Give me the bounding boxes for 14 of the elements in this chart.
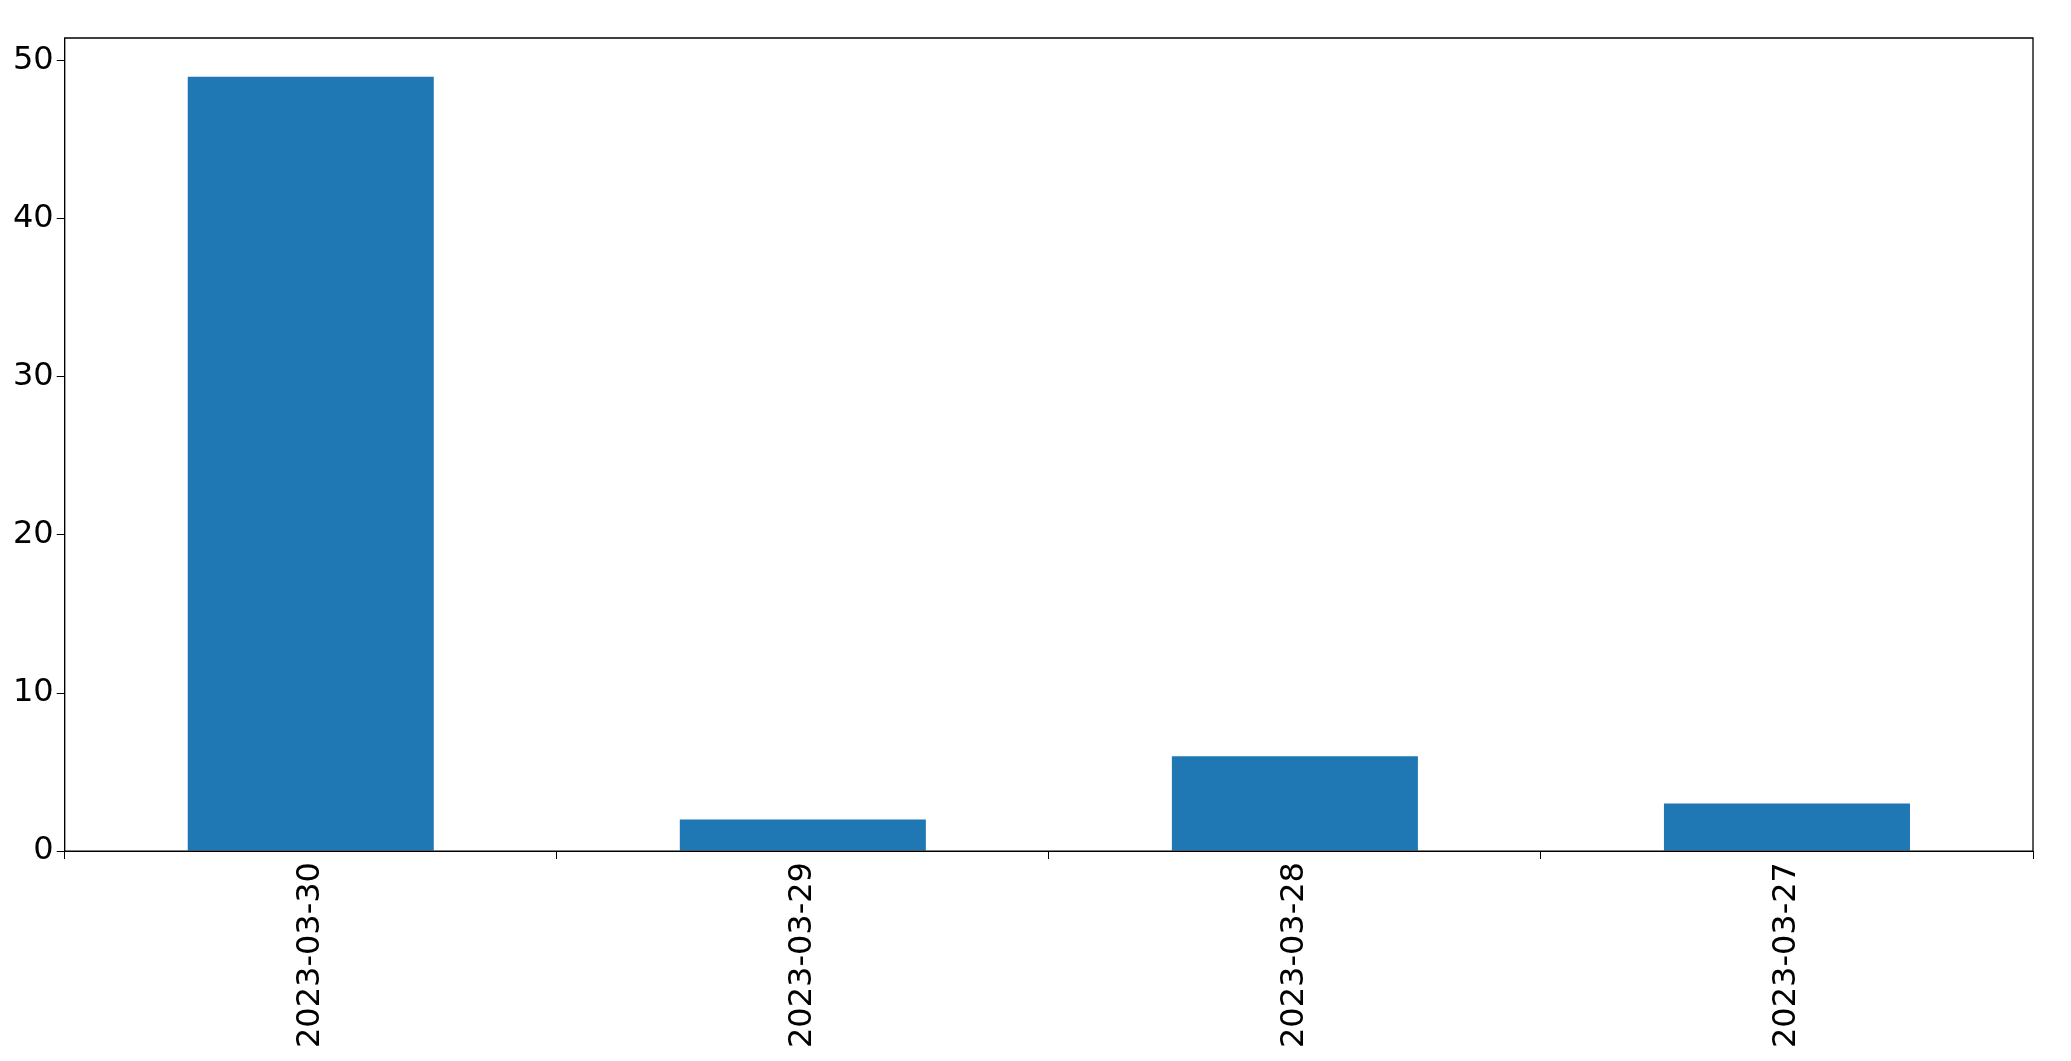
x-tick-label: 2023-03-30 xyxy=(289,862,328,1048)
y-tick-label: 40 xyxy=(13,197,54,236)
y-tick-label: 20 xyxy=(13,513,54,552)
bar xyxy=(1171,756,1418,851)
bar xyxy=(187,76,434,851)
x-tick-label: 2023-03-28 xyxy=(1273,862,1312,1048)
x-tick-label: 2023-03-29 xyxy=(781,862,820,1048)
y-tick-label: 10 xyxy=(13,671,54,710)
y-tick-label: 0 xyxy=(33,829,54,868)
x-tick-label: 2023-03-27 xyxy=(1765,862,1804,1048)
bar xyxy=(1663,803,1910,851)
y-tick-label: 50 xyxy=(13,39,54,78)
y-tick-label: 30 xyxy=(13,355,54,394)
bar xyxy=(679,819,926,851)
